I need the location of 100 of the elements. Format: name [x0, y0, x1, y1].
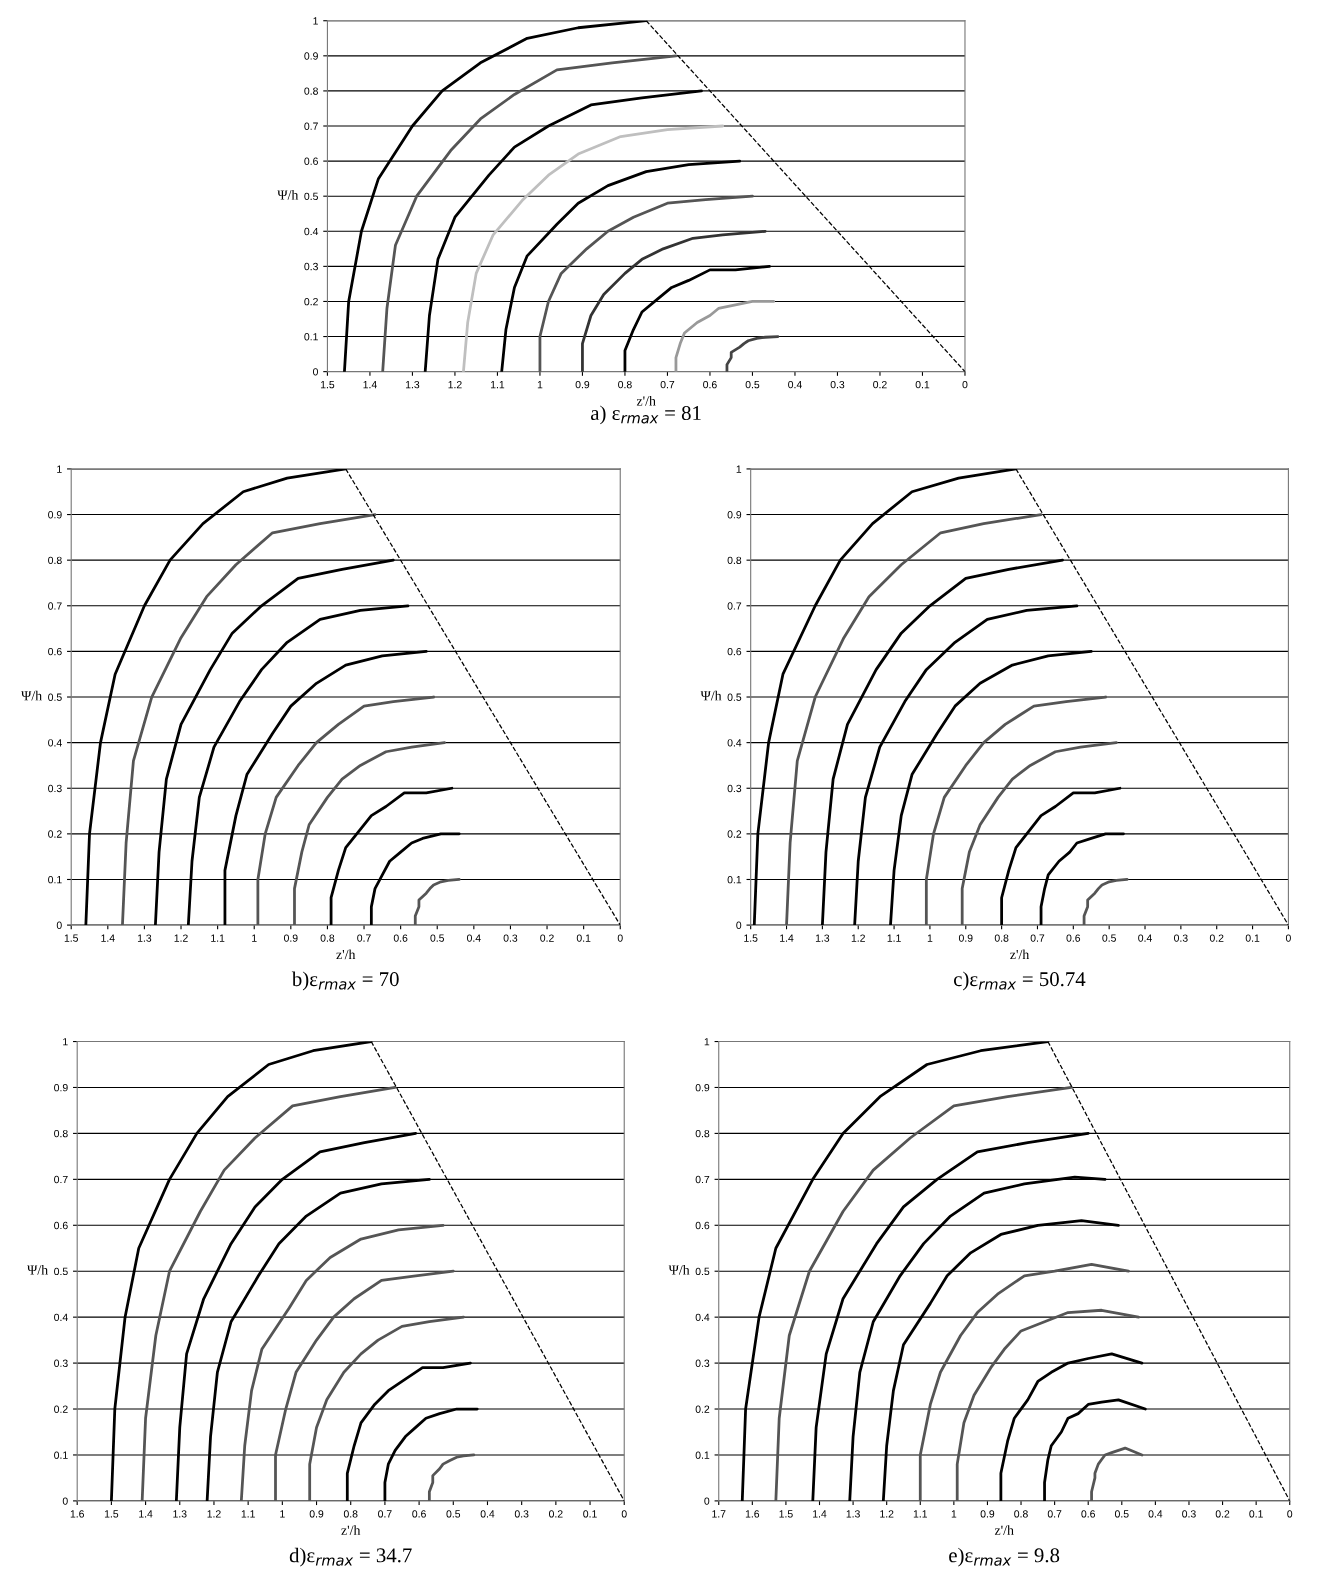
x-tick-label: 0.5 — [1114, 1510, 1129, 1518]
y-tick-label: 0.1 — [727, 875, 742, 884]
x-tick-label: 0.3 — [1174, 934, 1188, 942]
y-tick-label: 0.1 — [48, 875, 62, 884]
x-tick-label: 1.3 — [173, 1510, 187, 1518]
y-tick-label: 0.5 — [304, 192, 318, 201]
y-tick-label: 0.8 — [304, 87, 318, 95]
y-tick-label: 0.2 — [48, 830, 62, 838]
x-tick-label: 0.6 — [393, 934, 408, 942]
x-tick-label: 1.6 — [745, 1510, 760, 1518]
x-tick-label: 1.2 — [174, 934, 188, 942]
x-tick-label: 0.3 — [830, 380, 845, 389]
y-tick-label: 0.9 — [304, 52, 318, 60]
y-tick-label: 0 — [62, 1497, 68, 1505]
x-tick-label: 1.7 — [712, 1510, 726, 1518]
x-tick-label: 0.2 — [549, 1510, 563, 1518]
text: e)ε$_{rmax}$ = 9.8 — [949, 1547, 1060, 1567]
x-tick-label: 1 — [252, 934, 257, 942]
y-tick-label: 0.9 — [695, 1083, 710, 1092]
y-tick-label: 0.5 — [695, 1267, 710, 1276]
y-axis-title: Ψ/h — [700, 690, 722, 701]
x-tick-label: 0.8 — [1014, 1510, 1028, 1518]
x-tick-label: 0.9 — [283, 934, 298, 942]
x-tick-label: 0.5 — [1102, 934, 1116, 942]
x-tick-label: 1.5 — [104, 1510, 119, 1518]
y-tick-label: 0.6 — [304, 157, 318, 165]
x-tick-label: 1.4 — [363, 381, 377, 389]
x-tick-label: 0.4 — [1148, 1510, 1163, 1518]
x-tick-label: 1.4 — [139, 1510, 153, 1518]
y-tick-label: 0.3 — [54, 1359, 68, 1367]
x-tick-label: 1.6 — [70, 1510, 84, 1518]
y-tick-label: 1 — [57, 465, 62, 473]
x-tick-label: 0.3 — [1182, 1510, 1196, 1518]
y-tick-label: 0.4 — [54, 1313, 68, 1322]
y-tick-label: 0.9 — [727, 511, 742, 519]
x-tick-label: 1.2 — [207, 1510, 221, 1518]
x-tick-label: 0.2 — [1209, 934, 1224, 942]
y-tick-label: 0.7 — [727, 602, 742, 610]
y-tick-label: 0.3 — [304, 262, 318, 271]
x-tick-label: 1 — [927, 934, 933, 942]
y-tick-label: 0.8 — [54, 1129, 68, 1138]
x-tick-label: 1.5 — [779, 1510, 793, 1518]
x-tick-label: 0.5 — [446, 1510, 461, 1518]
y-tick-label: 1 — [63, 1038, 68, 1046]
x-tick-label: 0.4 — [788, 380, 802, 389]
y-tick-label: 0.6 — [695, 1221, 710, 1230]
x-tick-label: 0.1 — [1249, 1510, 1263, 1518]
y-tick-label: 0.9 — [48, 511, 62, 519]
y-tick-label: 0 — [56, 921, 62, 929]
x-tick-label: 0.7 — [357, 934, 371, 942]
x-tick-label: 0 — [1285, 934, 1291, 942]
x-tick-label: 0.2 — [540, 934, 554, 942]
x-tick-label: 0.8 — [343, 1510, 358, 1518]
y-tick-label: 0.2 — [54, 1405, 68, 1413]
y-tick-label: 0.8 — [48, 556, 62, 565]
y-tick-label: 0.6 — [48, 647, 62, 656]
x-tick-label: 1.1 — [913, 1510, 927, 1518]
x-tick-label: 0.3 — [503, 934, 518, 942]
y-tick-label: 0.3 — [48, 784, 62, 793]
y-tick-label: 0.1 — [54, 1451, 68, 1459]
x-axis-title: z'/h — [336, 949, 356, 960]
x-tick-label: 0.5 — [745, 380, 760, 389]
y-tick-label: 0.4 — [727, 739, 742, 747]
y-tick-label: 1 — [704, 1038, 710, 1046]
x-tick-label: 0.4 — [1138, 934, 1152, 942]
x-tick-label: 0 — [617, 934, 623, 942]
y-axis-title: Ψ/h — [277, 189, 299, 200]
y-tick-label: 0.1 — [695, 1451, 710, 1459]
x-tick-label: 1.1 — [241, 1510, 255, 1518]
y-tick-label: 0.4 — [48, 739, 62, 747]
x-tick-label: 1.4 — [813, 1510, 827, 1518]
x-tick-label: 0.2 — [1215, 1510, 1230, 1518]
y-tick-label: 1 — [736, 465, 742, 473]
x-tick-label: 1.3 — [405, 380, 420, 389]
y-tick-label: 0 — [313, 368, 318, 376]
y-tick-label: 0.3 — [695, 1359, 710, 1367]
x-tick-label: 0.1 — [576, 934, 591, 942]
y-tick-label: 0.8 — [727, 556, 742, 565]
x-tick-label: 1.5 — [320, 381, 335, 389]
x-axis-title: z'/h — [636, 395, 656, 406]
y-tick-label: 0.7 — [695, 1175, 710, 1184]
x-tick-label: 1.1 — [887, 934, 901, 942]
x-tick-label: 1 — [537, 381, 543, 389]
y-tick-label: 0.7 — [304, 122, 318, 130]
x-tick-label: 0.4 — [467, 934, 481, 942]
x-tick-label: 0.7 — [1047, 1510, 1062, 1518]
x-tick-label: 0.6 — [1081, 1510, 1095, 1518]
x-tick-label: 0.8 — [618, 380, 632, 389]
x-tick-label: 0.2 — [873, 380, 887, 389]
x-axis-title: z'/h — [341, 1525, 361, 1535]
text: d)ε$_{rmax}$ = 34.7 — [289, 1547, 412, 1567]
x-tick-label: 0 — [1287, 1510, 1293, 1518]
y-tick-label: 0.8 — [695, 1129, 710, 1138]
x-tick-label: 0.9 — [980, 1510, 995, 1518]
y-tick-label: 0.7 — [48, 602, 62, 610]
x-tick-label: 1.3 — [137, 934, 152, 942]
y-tick-label: 0.5 — [54, 1267, 68, 1276]
x-tick-label: 0.7 — [660, 380, 675, 389]
y-tick-label: 0.1 — [304, 333, 318, 341]
y-tick-label: 0.9 — [54, 1083, 68, 1092]
